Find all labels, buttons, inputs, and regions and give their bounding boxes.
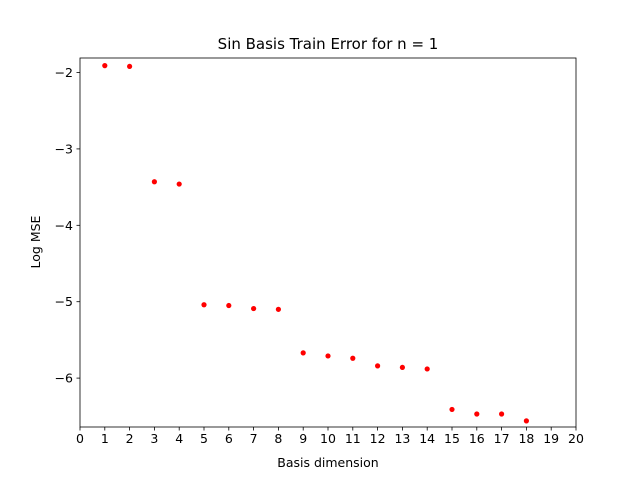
data-points	[102, 63, 530, 424]
y-tick-label: −6	[55, 371, 73, 386]
x-tick-label: 8	[274, 431, 282, 446]
y-tick-label: −5	[55, 294, 73, 309]
data-point	[499, 411, 505, 417]
x-tick-label: 14	[419, 431, 435, 446]
data-point	[201, 302, 207, 308]
x-tick-label: 9	[299, 431, 307, 446]
data-point	[350, 355, 356, 361]
data-point	[474, 411, 480, 417]
x-tick-label: 18	[518, 431, 534, 446]
x-tick-label: 20	[568, 431, 584, 446]
x-tick-label: 15	[444, 431, 460, 446]
data-point	[399, 364, 405, 371]
data-point	[325, 353, 331, 359]
data-point	[102, 63, 108, 69]
x-tick-label: 1	[101, 431, 109, 446]
data-point	[523, 418, 530, 424]
y-tick-label: −2	[55, 65, 73, 80]
x-tick-label: 11	[345, 431, 361, 446]
y-axis-label: Log MSE	[28, 215, 43, 268]
x-tick-label: 4	[175, 431, 183, 446]
x-tick-label: 10	[320, 431, 336, 446]
x-tick-label: 2	[126, 431, 134, 446]
x-tick-label: 7	[250, 431, 258, 446]
plot-frame	[79, 57, 577, 428]
x-tick-label: 6	[225, 431, 233, 446]
data-point	[251, 305, 257, 312]
x-tick-label: 17	[494, 431, 510, 446]
y-tick-label: −4	[55, 218, 73, 233]
x-tick-label: 12	[370, 431, 386, 446]
data-point	[127, 63, 133, 70]
y-axis-ticks: −6 −5 −4 −3 −2	[55, 65, 80, 386]
data-point	[176, 181, 182, 187]
x-tick-label: 16	[469, 431, 485, 446]
x-axis-ticks: 0 1 2 3 4 5 6 7 8 9 10 11 12 13 14 15 16 17 18 19 20	[76, 427, 584, 446]
chart-title: Sin Basis Train Error for n = 1	[218, 35, 439, 53]
x-axis-label: Basis dimension	[277, 455, 378, 470]
x-tick-label: 13	[394, 431, 410, 446]
data-point	[226, 302, 232, 309]
data-point	[300, 350, 306, 356]
data-point	[449, 406, 455, 413]
x-tick-label: 0	[76, 431, 84, 446]
data-point	[424, 366, 430, 372]
plot-background	[80, 58, 576, 427]
x-tick-label: 19	[543, 431, 559, 446]
data-point	[375, 363, 381, 369]
x-tick-label: 3	[150, 431, 158, 446]
x-tick-label: 5	[200, 431, 208, 446]
y-tick-label: −3	[55, 141, 73, 156]
data-point	[151, 179, 157, 185]
data-point	[275, 306, 281, 312]
